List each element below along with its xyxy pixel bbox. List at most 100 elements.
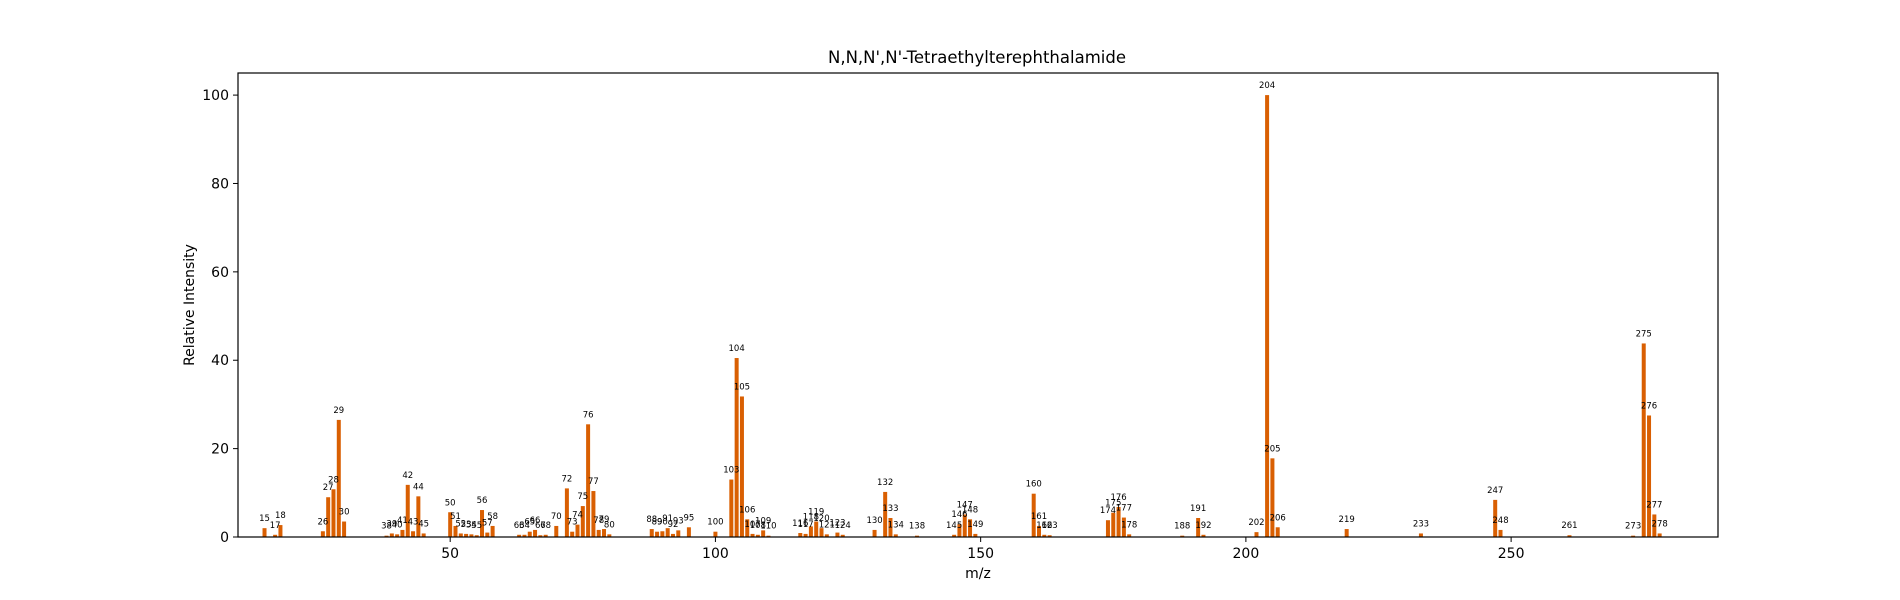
peak-bar [453, 525, 458, 537]
peak-label: 100 [707, 518, 723, 528]
peak-bars [262, 95, 1662, 537]
peak-bar [686, 527, 691, 537]
peak-bar [766, 535, 771, 537]
peak-label: 118 [803, 512, 819, 522]
chart-title: N,N,N',N'-Tetraethylterephthalamide [828, 48, 1126, 67]
peak-bar [543, 534, 548, 537]
peak-bar [660, 531, 665, 537]
peak-label: 123 [829, 519, 845, 529]
peak-bar [798, 533, 803, 537]
peak-label: 160 [1026, 480, 1042, 490]
x-tick-label: 250 [1498, 546, 1525, 562]
peak-bar [1180, 535, 1185, 537]
peak-label: 92 [668, 520, 679, 530]
peak-bar [421, 533, 426, 537]
peak-bar [1567, 535, 1572, 537]
peak-label: 177 [1116, 504, 1132, 514]
peak-label: 29 [333, 406, 344, 416]
peak-label: 27 [323, 483, 334, 493]
peak-label: 248 [1492, 516, 1508, 526]
peak-label: 57 [482, 519, 493, 529]
peak-label: 116 [792, 519, 808, 529]
peak-bar [1418, 533, 1423, 537]
peak-label: 103 [723, 466, 739, 476]
peak-label: 106 [739, 505, 755, 515]
plot-area-frame [237, 72, 1719, 538]
peak-label: 174 [1100, 506, 1116, 516]
peak-bar [814, 521, 819, 537]
peak-bar [596, 529, 601, 537]
peak-bar [554, 525, 559, 537]
peak-bar [586, 424, 591, 537]
peak-label: 219 [1339, 515, 1355, 525]
peak-label: 93 [673, 516, 684, 526]
peak-label: 149 [967, 520, 983, 530]
peak-bar [872, 529, 877, 537]
peak-label: 233 [1413, 519, 1429, 529]
peak-label: 95 [683, 513, 694, 523]
peak-bar [819, 528, 824, 537]
peak-label: 70 [551, 512, 562, 522]
peak-label: 42 [402, 471, 413, 481]
peak-bar [411, 531, 416, 537]
y-tick-label: 20 [211, 442, 229, 458]
peak-label: 104 [729, 344, 745, 354]
peak-label: 44 [413, 482, 424, 492]
peak-bar [405, 484, 410, 537]
peak-label: 188 [1174, 522, 1190, 532]
peak-label: 17 [270, 521, 281, 531]
peak-bar [522, 534, 527, 537]
peak-bar [808, 526, 813, 537]
y-axis-label: Relative Intensity [182, 244, 198, 366]
peak-label: 162 [1036, 521, 1052, 531]
peak-label: 74 [572, 511, 583, 521]
peak-bar [713, 531, 718, 537]
peak-bar [1265, 95, 1270, 537]
peak-label: 76 [583, 410, 594, 420]
y-tick-label: 80 [211, 176, 229, 192]
peak-bar [278, 525, 283, 537]
peak-label: 58 [487, 512, 498, 522]
peak-label: 204 [1259, 81, 1275, 91]
peak-bar [575, 524, 580, 537]
peak-bar [448, 512, 453, 537]
peak-label: 163 [1041, 521, 1057, 531]
peak-bar [1254, 532, 1259, 537]
peak-label: 117 [797, 520, 813, 530]
peak-bar [533, 529, 538, 537]
peak-label: 107 [744, 520, 760, 530]
peak-bar [490, 525, 495, 537]
peak-label: 73 [567, 518, 578, 528]
peak-bar [480, 510, 485, 537]
peak-bar [1657, 533, 1662, 537]
peak-label: 56 [477, 496, 488, 506]
x-axis-label: m/z [965, 566, 991, 582]
peak-label: 205 [1264, 444, 1280, 454]
peak-bar [824, 534, 829, 537]
peak-bar [835, 532, 840, 537]
peak-label: 30 [339, 508, 350, 518]
peak-label: 51 [450, 512, 461, 522]
peak-bar [538, 535, 543, 537]
peak-bar [1275, 527, 1280, 537]
peak-label: 247 [1487, 486, 1503, 496]
peak-label: 138 [909, 522, 925, 532]
peak-label: 41 [397, 516, 408, 526]
peak-label: 88 [646, 515, 657, 525]
peak-bar [761, 530, 766, 537]
peak-bar [607, 534, 612, 537]
peak-bar [750, 533, 755, 537]
peak-label: 132 [877, 478, 893, 488]
peak-label: 119 [808, 508, 824, 518]
peak-bar [745, 519, 750, 537]
peak-label: 67 [535, 521, 546, 531]
peak-bar [580, 506, 585, 537]
peak-label: 40 [392, 520, 403, 530]
peak-bar [734, 358, 739, 537]
peak-label: 15 [259, 514, 270, 524]
peak-label: 134 [888, 520, 904, 530]
peak-label: 80 [604, 520, 615, 530]
peak-bar [464, 533, 469, 537]
peak-bar [1201, 534, 1206, 537]
